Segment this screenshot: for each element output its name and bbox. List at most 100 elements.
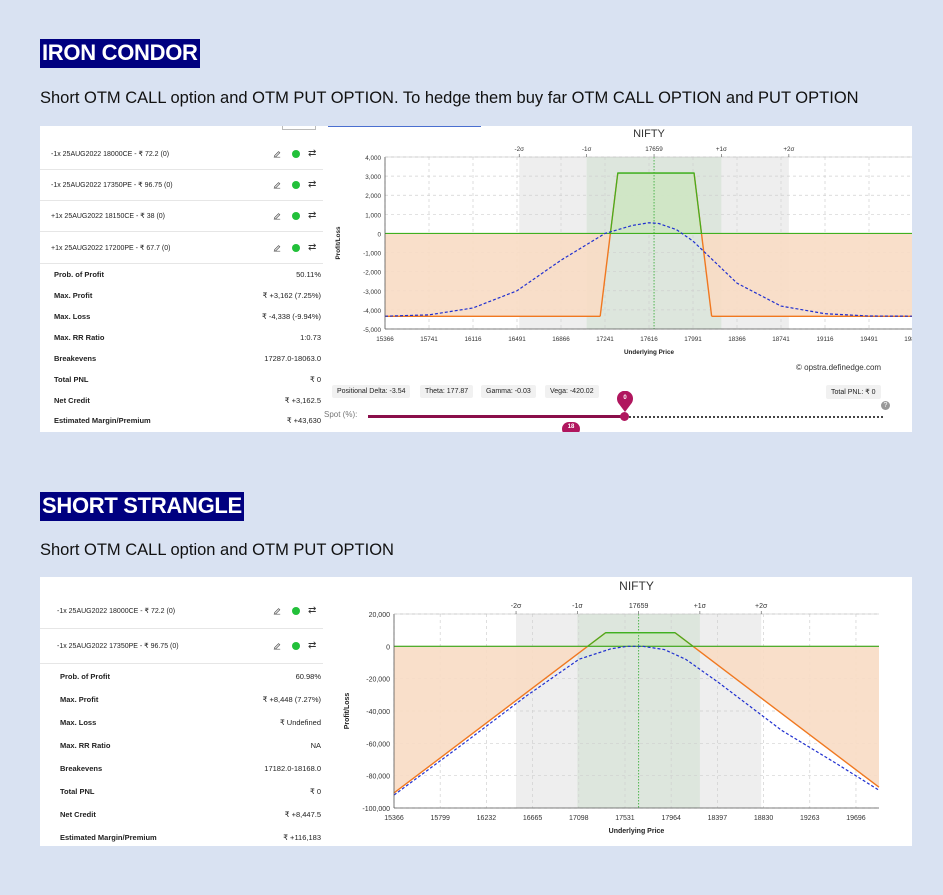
edit-icon[interactable]	[273, 244, 281, 252]
x-tick-label: 15366	[384, 815, 404, 822]
leg-label: -1x 25AUG2022 17350PE - ₹ 96.75 (0)	[51, 182, 173, 189]
leg-row: -1x 25AUG2022 18000CE - ₹ 72.2 (0) ⇄	[40, 594, 323, 629]
edit-icon[interactable]	[273, 212, 281, 220]
y-tick-label: -3,000	[363, 289, 381, 296]
iron-condor-panel: -1x 25AUG2022 18000CE - ₹ 72.2 (0) ⇄ -1x…	[40, 126, 912, 432]
y-axis-label: Profit/Loss	[344, 693, 351, 730]
x-axis-label: Underlying Price	[609, 828, 665, 835]
leg-label: +1x 25AUG2022 17200PE - ₹ 67.7 (0)	[51, 244, 171, 252]
active-toggle-icon[interactable]	[292, 212, 300, 220]
spot-value-marker	[617, 391, 633, 412]
profit-area	[394, 632, 879, 647]
cut-off-tab-underline	[328, 126, 481, 127]
leg-row: +1x 25AUG2022 17200PE - ₹ 67.7 (0) ⇄	[40, 232, 323, 264]
y-tick-label: -1,000	[363, 251, 381, 258]
payoff-chart: 15366 15741 16116 16491 16866 17241 17616 17991…	[335, 128, 912, 356]
active-toggle-icon[interactable]	[292, 607, 300, 615]
y-tick-label: 4,000	[365, 155, 381, 162]
swap-icon[interactable]: ⇄	[308, 148, 317, 159]
profit-outline	[385, 172, 912, 235]
sigma-label: +1σ	[694, 603, 707, 610]
loss-area	[385, 233, 912, 317]
edit-icon[interactable]	[273, 181, 281, 189]
total-pnl-badge: Total PNL: ₹ 0	[826, 385, 881, 399]
expiry-payoff-line	[674, 632, 880, 788]
iron-condor-description: Short OTM CALL option and OTM PUT OPTION…	[40, 89, 859, 107]
x-tick-label: 19263	[800, 815, 820, 822]
x-tick-label: 16665	[523, 815, 543, 822]
swap-icon[interactable]: ⇄	[308, 605, 317, 616]
payoff-chart: 15366 15799 16232 16665 17098 17531 17964 18397…	[344, 579, 880, 835]
edit-icon[interactable]	[273, 607, 281, 615]
sigma-label: -1σ	[582, 146, 592, 153]
y-tick-label: 20,000	[369, 612, 391, 619]
gamma-value: Gamma: -0.03	[481, 385, 536, 398]
loss-area	[394, 646, 879, 793]
spot-slider-fill	[368, 415, 624, 418]
swap-icon[interactable]: ⇄	[308, 210, 317, 221]
chart-title: NIFTY	[633, 128, 665, 140]
x-tick-label: 15366	[376, 336, 394, 343]
today-payoff-line	[384, 222, 912, 317]
x-tick-label: 18366	[728, 336, 746, 343]
chart-title: NIFTY	[619, 579, 654, 593]
y-tick-label: -80,000	[366, 774, 390, 781]
x-tick-label: 16866	[552, 336, 570, 343]
y-tick-label: -60,000	[366, 741, 390, 748]
x-tick-label: 18830	[754, 815, 774, 822]
y-tick-label: -100,000	[362, 806, 390, 813]
y-tick-label: -20,000	[366, 677, 390, 684]
vega-value: Vega: -420.02	[545, 385, 599, 398]
theta-value: Theta: 177.87	[420, 385, 474, 398]
spot-slider-label: Spot (%):	[324, 410, 358, 419]
sigma-label: -2σ	[511, 603, 522, 610]
x-tick-label: 16232	[477, 815, 497, 822]
sigma-label: +2σ	[783, 146, 794, 153]
short-strangle-heading: SHORT STRANGLE	[40, 492, 244, 521]
y-tick-label: -2,000	[363, 270, 381, 277]
x-tick-label: 15799	[430, 815, 450, 822]
sigma-label: +2σ	[755, 603, 768, 610]
active-toggle-icon[interactable]	[292, 243, 300, 252]
profit-area	[385, 173, 912, 234]
swap-icon[interactable]: ⇄	[308, 640, 317, 651]
y-tick-label: 0	[386, 644, 390, 651]
leg-label: +1x 25AUG2022 18150CE - ₹ 38 (0)	[51, 213, 165, 220]
leg-row: +1x 25AUG2022 18150CE - ₹ 38 (0) ⇄	[40, 201, 323, 232]
help-icon[interactable]: ?	[881, 401, 890, 410]
x-tick-label: 17241	[596, 336, 614, 343]
swap-icon[interactable]: ⇄	[308, 179, 317, 190]
x-tick-label: 17531	[615, 815, 635, 822]
swap-icon[interactable]: ⇄	[308, 241, 317, 253]
active-toggle-icon[interactable]	[292, 642, 300, 650]
x-tick-label: 19866	[904, 336, 912, 343]
active-toggle-icon[interactable]	[292, 150, 300, 158]
y-tick-label: -5,000	[363, 327, 381, 334]
x-tick-label: 19116	[816, 336, 834, 343]
y-tick-label: -4,000	[363, 308, 381, 315]
sigma-label: 17659	[645, 146, 663, 153]
y-tick-label: 3,000	[365, 174, 381, 181]
x-tick-label: 19491	[860, 336, 878, 343]
x-tick-label: 15741	[420, 336, 438, 343]
cut-off-input	[282, 126, 316, 130]
x-tick-label: 17616	[640, 336, 658, 343]
x-tick-label: 18741	[772, 336, 790, 343]
y-tick-label: 2,000	[365, 193, 381, 200]
leg-label: -1x 25AUG2022 18000CE - ₹ 72.2 (0)	[51, 151, 170, 158]
x-tick-label: 19696	[846, 815, 866, 822]
profit-outline	[394, 632, 879, 647]
spot-slider-thumb[interactable]	[620, 412, 629, 421]
y-axis-label: Profit/Loss	[335, 226, 342, 259]
leg-row: -1x 25AUG2022 17350PE - ₹ 96.75 (0) ⇄	[40, 629, 323, 664]
days-value-marker[interactable]: 18	[562, 422, 580, 432]
leg-label: -1x 25AUG2022 17350PE - ₹ 96.75 (0)	[57, 643, 179, 650]
sigma-label: -1σ	[572, 603, 583, 610]
active-toggle-icon[interactable]	[292, 181, 300, 189]
short-strangle-description: Short OTM CALL option and OTM PUT OPTION	[40, 541, 394, 559]
x-tick-label: 17991	[684, 336, 702, 343]
x-tick-label: 17964	[661, 815, 681, 822]
edit-icon[interactable]	[273, 642, 281, 650]
edit-icon[interactable]	[273, 150, 281, 158]
y-tick-label: 1,000	[365, 212, 381, 219]
